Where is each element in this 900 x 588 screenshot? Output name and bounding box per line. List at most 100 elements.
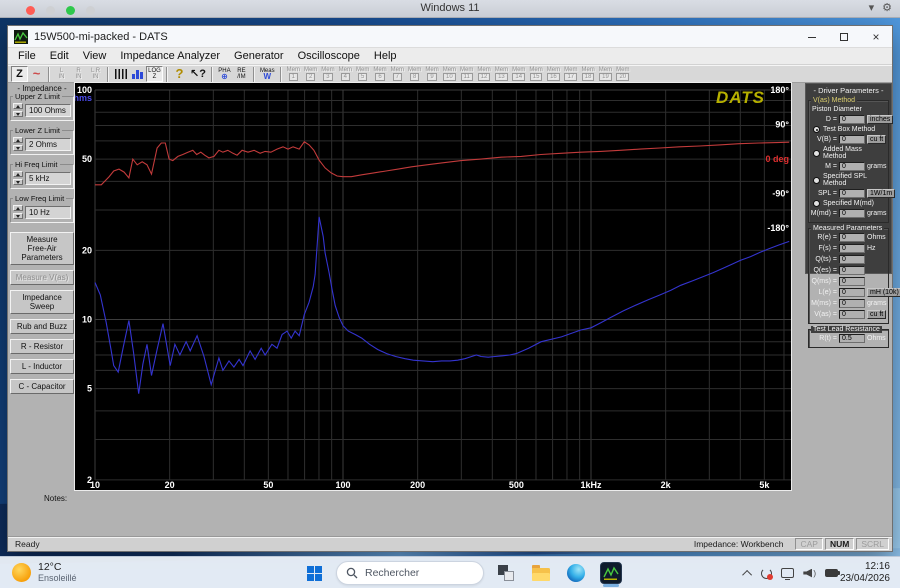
m-ms-row: M(ms) = 0 grams [810,299,887,308]
m-ms-field[interactable]: 0 [839,299,865,308]
sync-status-icon[interactable] [761,567,774,580]
d-field[interactable]: 0 [839,115,865,124]
toolbar-help-button[interactable]: ? [175,66,184,81]
added-mass-method-radio-row: Added Mass Method [813,146,887,160]
menu-oscilloscope[interactable]: Oscilloscope [297,50,360,62]
v-as-unit[interactable]: cu ft [867,310,887,319]
maximize-button[interactable] [828,26,860,48]
display-icon[interactable] [781,568,795,580]
vm-gear-icon[interactable]: ⚙ [882,2,892,14]
spin-up-icon[interactable] [13,205,23,211]
status-indicators: CAP NUM SCRL [793,538,889,550]
m-field[interactable]: 0 [839,162,865,171]
toolbar-separator [279,66,282,82]
lower-z-limit-spinner[interactable] [13,137,23,151]
toolbar-bar-display-button[interactable] [129,66,146,82]
toolbar-measure-waveform-button[interactable]: Meas W [259,68,275,81]
svg-text:90°: 90° [775,120,789,130]
q-ts-field[interactable]: 0 [839,255,865,264]
q-es-field[interactable]: 0 [839,266,865,275]
toolbar-memory-2-button: Mem 2 [303,67,318,81]
low-freq-limit-spinner[interactable] [13,205,23,219]
file-explorer-button[interactable] [528,559,554,587]
c-capacitor-button[interactable]: C - Capacitor [10,379,74,394]
toolbar-separator [48,66,50,82]
specified-m-md-radio[interactable] [813,200,820,207]
f-s-field[interactable]: 0 [839,244,865,253]
vm-chevron-down-icon[interactable]: ▾ [868,2,875,14]
tray-chevron-up-icon[interactable] [742,569,753,580]
menu-impedance-analyzer[interactable]: Impedance Analyzer [120,50,221,62]
spin-down-icon[interactable] [13,111,23,117]
spin-down-icon[interactable] [13,213,23,219]
start-button[interactable] [301,559,327,587]
task-view-button[interactable] [493,559,519,587]
toolbar-separator [252,66,255,82]
svg-text:10: 10 [90,480,100,490]
toolbar-frequency-markers-button[interactable] [112,66,129,82]
l-e-unit[interactable]: mH (10k) [867,288,900,297]
dats-app-icon [14,29,28,44]
close-button[interactable]: × [872,30,880,44]
r-resistor-button[interactable]: R - Resistor [10,339,74,354]
toolbar-real-imaginary-button[interactable]: RE/IM [237,68,246,80]
l-e-field[interactable]: 0 [839,288,865,297]
r-e-field[interactable]: 0 [839,233,865,242]
measure-free-air-parameters-button[interactable]: Measure Free-Air Parameters [10,232,74,265]
battery-icon[interactable] [825,569,840,577]
speaker-icon[interactable]: ) [803,568,816,578]
folder-icon [532,565,550,581]
spl-unit[interactable]: 1W/1m [867,189,896,198]
low-freq-limit-value[interactable]: 10 Hz [25,205,71,219]
upper-z-limit-spinner[interactable] [13,103,23,117]
vm-close-dot[interactable] [26,6,35,15]
r-t-field[interactable]: 0.5 [839,334,865,343]
toolbar-context-help-button[interactable]: ↖? [190,67,206,80]
status-indicator-num: NUM [824,538,855,550]
q-ms-field[interactable]: 0 [839,277,865,286]
search-input[interactable]: Rechercher [336,561,484,585]
menu-generator[interactable]: Generator [234,50,284,62]
v-as-field[interactable]: 0 [839,310,865,319]
spin-down-icon[interactable] [13,179,23,185]
lower-z-limit-value[interactable]: 2 Ohms [25,137,71,151]
upper-z-limit-value[interactable]: 100 Ohms [25,103,71,117]
toolbar-sine-generator-button[interactable]: ~ [32,66,41,81]
edge-button[interactable] [563,559,589,587]
hi-freq-limit-value[interactable]: 5 kHz [25,171,71,185]
impedance-sweep-button[interactable]: Impedance Sweep [10,290,74,314]
taskbar-clock[interactable]: 12:16 23/04/2026 [840,561,890,585]
l-inductor-button[interactable]: L - Inductor [10,359,74,374]
spin-up-icon[interactable] [13,137,23,143]
measured-parameters-group: Measured Parameters R(e) = 0 Ohms F(s) = 0 Hz Q… [808,225,900,324]
menu-view[interactable]: View [82,50,107,62]
v-b-unit[interactable]: cu ft [867,135,887,144]
menu-edit[interactable]: Edit [49,50,69,62]
toolbar-memory-1-button: Mem 1 [286,67,300,81]
minimize-button[interactable] [796,26,828,48]
vm-zoom-dot[interactable] [66,6,75,15]
spin-up-icon[interactable] [13,103,23,109]
added-mass-method-radio[interactable] [813,149,820,157]
d-unit[interactable]: inches [867,115,894,124]
spin-up-icon[interactable] [13,171,23,177]
menu-file[interactable]: File [18,50,36,62]
toolbar-memory-8-button: Mem 8 [408,67,422,81]
v-b-field[interactable]: 0 [839,135,865,144]
toolbar-impedance-magnitude-button[interactable]: Z [11,66,28,82]
rub-and-buzz-button[interactable]: Rub and Buzz [10,319,74,334]
m-md-field[interactable]: 0 [839,209,865,218]
vm-extra-dot[interactable] [86,6,95,15]
window-title-bar[interactable]: 15W500-mi-packed - DATS × [8,26,892,48]
hi-freq-limit-spinner[interactable] [13,171,23,185]
menu-help[interactable]: Help [373,50,397,62]
spin-down-icon[interactable] [13,145,23,151]
weather-widget[interactable]: 12°C Ensoleillé [12,561,77,583]
vm-minimize-dot[interactable] [46,6,55,15]
specified-spl-method-radio[interactable] [813,176,820,184]
test-box-method-radio[interactable] [813,126,820,133]
spl-field[interactable]: 0 [839,189,865,198]
dats-taskbar-button[interactable] [598,559,624,587]
toolbar-phase-display-button[interactable]: PHA ⊕ [218,68,231,81]
toolbar-log-impedance-button[interactable]: LOG Z [146,66,163,82]
